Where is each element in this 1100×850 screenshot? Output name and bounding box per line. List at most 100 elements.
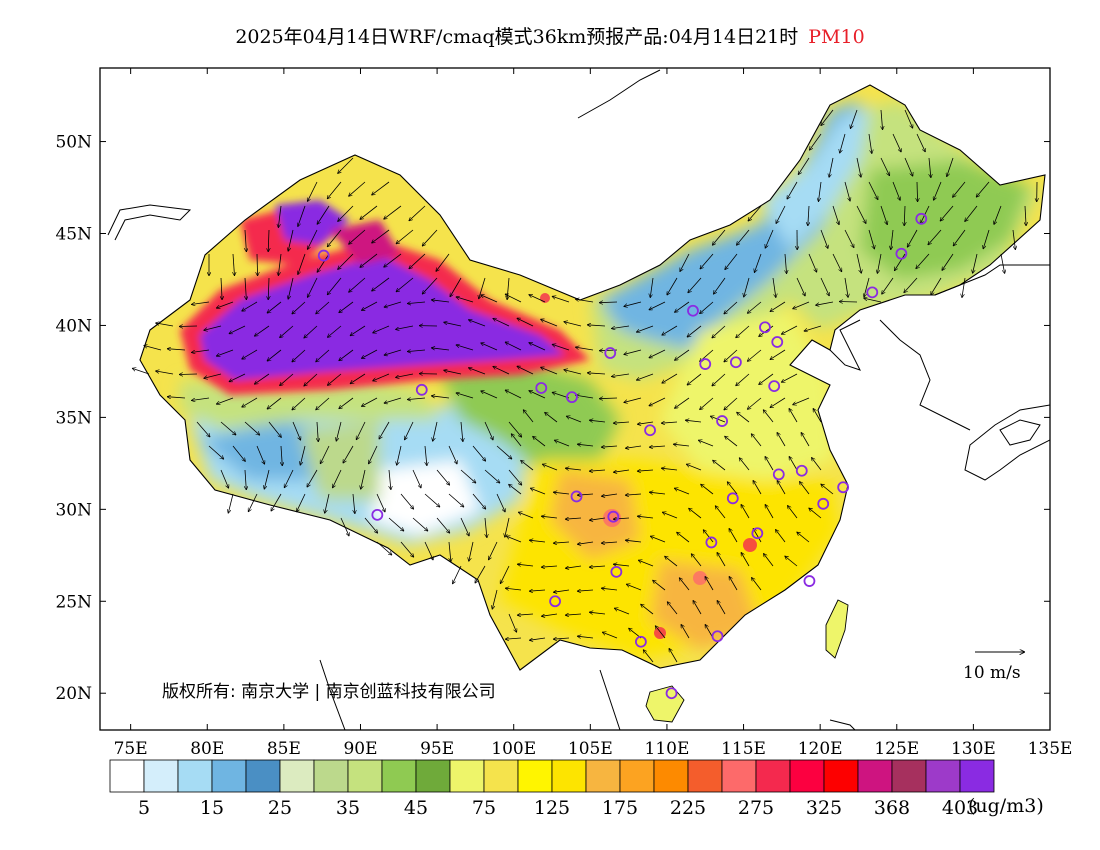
wind-arrow xyxy=(931,277,942,295)
wind-arrow xyxy=(475,565,486,583)
wind-arrow xyxy=(565,468,582,470)
wind-arrow xyxy=(712,325,726,338)
wind-arrow xyxy=(461,421,463,442)
wind-arrow xyxy=(700,484,714,495)
colorbar-swatch xyxy=(381,759,417,793)
wind-arrow xyxy=(741,504,750,519)
city-marker xyxy=(371,508,384,521)
wind-arrow xyxy=(245,469,246,490)
colorbar-swatch xyxy=(619,759,655,793)
colorbar-swatch xyxy=(857,759,893,793)
wind-arrow xyxy=(994,205,1002,225)
wind-arrow xyxy=(384,349,402,355)
city-marker xyxy=(772,468,785,481)
wind-arrow xyxy=(396,229,414,244)
lon-label: 95E xyxy=(420,739,454,759)
city-marker xyxy=(535,382,548,394)
wind-arrow xyxy=(601,542,618,543)
wind-arrow xyxy=(271,493,282,511)
wind-arrow xyxy=(304,373,318,386)
colorbar-tick-label: 25 xyxy=(268,797,292,819)
wind-arrow xyxy=(278,205,282,228)
wind-arrow xyxy=(496,493,505,512)
colorbar-swatch xyxy=(721,759,757,793)
wind-arrow xyxy=(400,541,414,557)
wind-arrow xyxy=(469,541,474,562)
map-title: 2025年04月14日WRF/cmaq模式36km预报产品:04月14日21时 P… xyxy=(0,22,1100,49)
city-marker xyxy=(768,380,781,393)
wind-arrow xyxy=(674,301,690,312)
wind-arrow xyxy=(799,481,810,495)
wind-arrow xyxy=(638,560,654,567)
wind-arrow xyxy=(288,277,294,300)
city-marker xyxy=(634,635,647,648)
wind-arrow xyxy=(132,368,150,375)
wind-arrow xyxy=(505,293,522,303)
wind-arrow xyxy=(649,492,666,494)
wind-arrow xyxy=(712,373,726,386)
city-marker xyxy=(644,424,656,437)
wind-arrow xyxy=(350,373,366,384)
wind-arrow xyxy=(372,373,390,381)
wind-arrow xyxy=(729,528,738,543)
wind-arrow xyxy=(698,440,714,447)
wind-arrow xyxy=(376,541,392,555)
wind-arrow xyxy=(361,469,366,490)
wind-arrow xyxy=(268,421,282,438)
wind-arrow xyxy=(292,301,306,314)
wind-arrow xyxy=(662,512,678,519)
wind-arrow xyxy=(736,325,750,338)
pm10-field xyxy=(140,85,1045,670)
wind-arrow xyxy=(649,349,666,358)
wind-arrow xyxy=(499,565,510,584)
wind-arrow xyxy=(625,445,642,448)
wind-arrow xyxy=(840,133,846,153)
wind-arrow xyxy=(327,229,342,247)
wind-arrow xyxy=(232,445,246,462)
wind-arrow xyxy=(724,436,738,447)
wind-arrow xyxy=(765,229,774,248)
wind-arrow xyxy=(736,229,750,245)
wind-arrow xyxy=(844,181,850,201)
colorbar-tick-label: 275 xyxy=(738,797,774,819)
wind-arrow xyxy=(505,588,522,590)
city-marker xyxy=(726,492,739,505)
wind-arrow xyxy=(298,205,306,227)
wind-arrow xyxy=(468,320,486,327)
wind-arrow xyxy=(529,590,546,591)
wind-arrow xyxy=(196,421,210,437)
wind-arrow xyxy=(505,389,522,399)
wind-arrow xyxy=(589,470,606,471)
wind-arrow xyxy=(267,301,282,313)
wind-arrow xyxy=(625,494,642,495)
map-frame xyxy=(99,67,1051,731)
lon-label: 115E xyxy=(721,739,766,759)
lat-label: 45N xyxy=(55,225,92,245)
wind-arrow xyxy=(216,301,234,308)
wind-arrow xyxy=(759,373,774,385)
wind-arrow xyxy=(785,253,787,274)
wind-arrow xyxy=(976,181,990,197)
lat-label: 40N xyxy=(55,316,92,336)
wind-arrow xyxy=(144,345,162,351)
wind-arrow xyxy=(792,301,810,309)
wind-arrow xyxy=(412,469,421,488)
wind-arrow xyxy=(1012,229,1015,250)
wind-arrow xyxy=(245,277,246,300)
wind-arrow xyxy=(336,421,342,441)
wind-arrow xyxy=(832,205,839,225)
wind-arrow xyxy=(599,302,618,303)
wind-arrow xyxy=(664,556,678,567)
colorbar-tick-label: 225 xyxy=(670,797,706,819)
wind-arrow xyxy=(577,494,594,495)
wind-arrow xyxy=(643,650,654,663)
wind-arrow xyxy=(542,464,558,471)
wind-arrow xyxy=(552,296,570,303)
city-markers xyxy=(317,212,928,700)
wind-arrow xyxy=(797,532,810,543)
city-marker xyxy=(817,497,830,510)
city-marker xyxy=(610,565,623,578)
wind-arrow xyxy=(868,229,875,249)
wind-arrow xyxy=(484,469,500,483)
wind-arrow xyxy=(472,445,486,461)
